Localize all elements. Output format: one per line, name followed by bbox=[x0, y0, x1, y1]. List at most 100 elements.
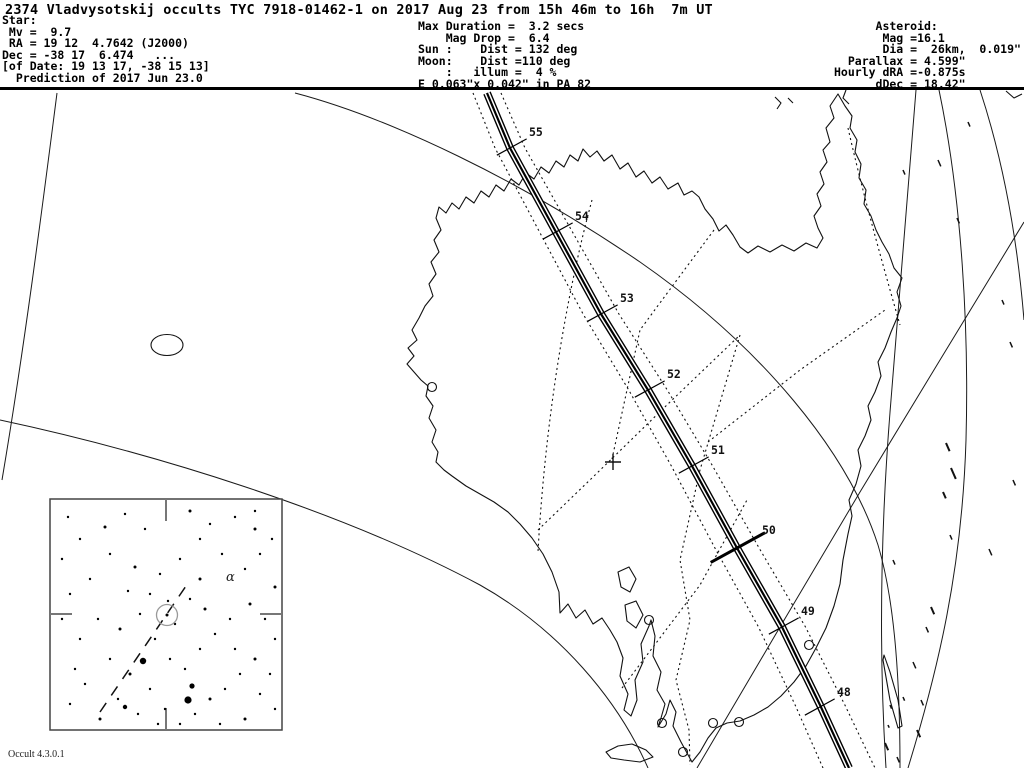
minute-label-52: 52 bbox=[667, 367, 681, 381]
island-dash bbox=[937, 159, 942, 167]
star-dot bbox=[123, 512, 127, 516]
minute-tick-50 bbox=[709, 531, 766, 564]
minute-label-54: 54 bbox=[575, 209, 589, 223]
star-dot bbox=[270, 537, 274, 541]
ocean-ellipse-marker bbox=[150, 333, 184, 357]
star-dot bbox=[208, 697, 212, 701]
lake-outline-1 bbox=[617, 566, 637, 593]
border-26s bbox=[537, 334, 741, 531]
star-dot bbox=[223, 687, 227, 691]
border-29s bbox=[707, 309, 886, 443]
star-dot bbox=[136, 712, 140, 716]
graticule-arc-central bbox=[294, 92, 901, 768]
star-dot bbox=[273, 637, 277, 641]
software-version-label: Occult 4.3.0.1 bbox=[8, 749, 65, 760]
island-dash bbox=[942, 491, 947, 499]
star-dot bbox=[178, 722, 182, 726]
minute-tick-49 bbox=[768, 617, 799, 635]
star-dot bbox=[148, 687, 152, 691]
island-dash bbox=[945, 442, 951, 452]
star-dot bbox=[253, 509, 257, 513]
island-dashes bbox=[884, 121, 1017, 763]
header-separator-line bbox=[0, 87, 1024, 90]
minute-tick-53 bbox=[587, 304, 618, 322]
minute-label-48: 48 bbox=[837, 685, 851, 699]
graticule-arc-southwest bbox=[0, 419, 649, 768]
kangaroo-island bbox=[605, 743, 654, 763]
island-dash bbox=[950, 467, 957, 480]
star-dot bbox=[122, 704, 128, 710]
star-dot bbox=[156, 722, 160, 726]
star-dot bbox=[189, 683, 195, 689]
graticule-meridian-left bbox=[1, 92, 58, 481]
star-dot bbox=[78, 537, 82, 541]
city-circle bbox=[803, 639, 815, 651]
star-chart-inset: α bbox=[49, 498, 283, 731]
island-dash bbox=[956, 217, 961, 224]
island-dash bbox=[884, 742, 890, 751]
star-dot bbox=[60, 617, 64, 621]
star-dot bbox=[188, 509, 192, 513]
minute-tick-48 bbox=[804, 698, 835, 716]
island-dash bbox=[1009, 341, 1014, 348]
inset-star-field bbox=[60, 509, 277, 726]
star-info-block: Star: Mv = 9.7 RA = 19 12 4.7642 (J2000)… bbox=[2, 13, 210, 85]
star-dot bbox=[203, 607, 207, 611]
reef-line bbox=[847, 127, 901, 326]
island-dash bbox=[930, 606, 936, 615]
city-markers bbox=[426, 381, 815, 758]
star-dot bbox=[268, 672, 272, 676]
path-centre-line bbox=[485, 92, 850, 768]
star-dot bbox=[184, 696, 192, 704]
star-dot bbox=[273, 707, 277, 711]
island-dash bbox=[1001, 299, 1005, 305]
star-dot bbox=[173, 622, 177, 626]
star-dot bbox=[168, 657, 172, 661]
new-caledonia bbox=[882, 654, 903, 729]
island-dash bbox=[892, 559, 896, 565]
graticule-arc-right-inner bbox=[880, 89, 917, 768]
minute-tick-52 bbox=[634, 380, 665, 398]
star-dot bbox=[233, 515, 237, 519]
star-dot bbox=[143, 527, 147, 531]
occultation-path-band bbox=[483, 91, 853, 768]
star-dot bbox=[68, 702, 72, 706]
island-dash bbox=[887, 724, 890, 729]
path-limit-east bbox=[500, 92, 876, 768]
torres-islands bbox=[774, 89, 1023, 110]
star-dot bbox=[178, 557, 182, 561]
star-dot bbox=[158, 572, 162, 576]
minute-label-55: 55 bbox=[529, 125, 543, 139]
star-dot bbox=[133, 565, 137, 569]
target-star-circle bbox=[155, 603, 179, 627]
star-dot bbox=[238, 672, 242, 676]
city-circle bbox=[707, 717, 719, 729]
asteroid-trajectory-dash bbox=[99, 585, 187, 713]
island-dash bbox=[896, 756, 901, 763]
star-dot bbox=[148, 592, 152, 596]
star-dot bbox=[253, 527, 257, 531]
island-dash bbox=[902, 169, 906, 175]
city-circle bbox=[426, 381, 438, 393]
city-circle bbox=[643, 614, 655, 626]
star-dot bbox=[165, 613, 169, 617]
island-dash bbox=[949, 534, 953, 540]
path-minute-ticks: 55 54 53 52 51 50 49 48 bbox=[496, 125, 851, 716]
star-dot bbox=[139, 657, 147, 665]
star-dot bbox=[66, 515, 70, 519]
star-dot bbox=[96, 617, 100, 621]
star-dot bbox=[258, 692, 262, 696]
star-dot bbox=[198, 647, 202, 651]
border-murray bbox=[621, 499, 748, 689]
star-dot bbox=[138, 612, 142, 616]
city-circle bbox=[677, 746, 689, 758]
island-dash bbox=[902, 696, 906, 701]
star-dot bbox=[128, 672, 132, 676]
star-dot bbox=[213, 632, 217, 636]
minute-tick-51 bbox=[678, 456, 709, 474]
star-dot bbox=[263, 617, 267, 621]
star-dot bbox=[118, 627, 122, 631]
star-dot bbox=[60, 557, 64, 561]
star-dot bbox=[228, 617, 232, 621]
